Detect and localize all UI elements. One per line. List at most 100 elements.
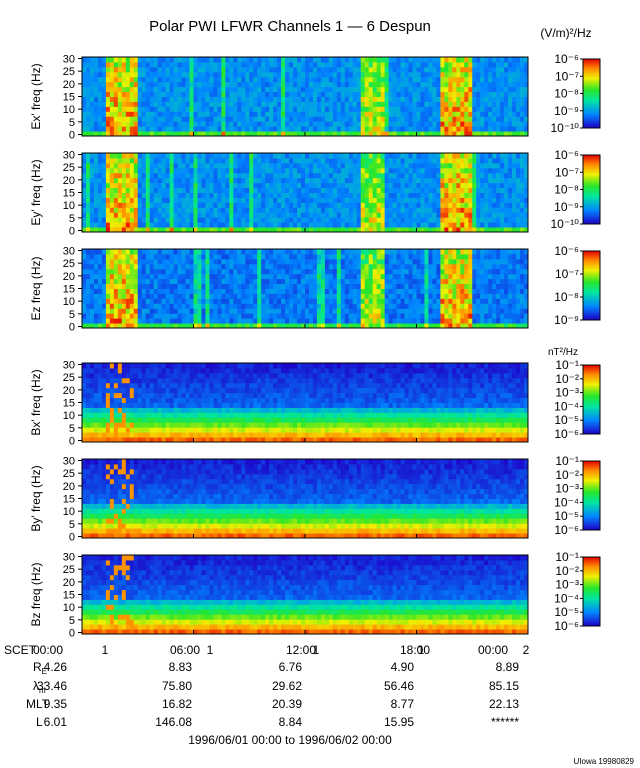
- colorbar: [582, 58, 601, 129]
- heatmap-cell: [277, 258, 282, 265]
- heatmap-cell: [97, 313, 103, 319]
- heatmap-cell: [392, 187, 398, 193]
- heatmap-cell: [352, 162, 358, 169]
- heatmap-cell: [273, 111, 278, 117]
- heatmap-cell: [289, 212, 294, 218]
- heatmap-cell: [404, 192, 410, 198]
- y-tick-label: 15: [63, 188, 75, 200]
- heatmap-cell: [520, 61, 525, 68]
- heatmap-cell: [133, 61, 139, 68]
- heatmap-cell: [201, 106, 206, 112]
- heatmap-cell: [209, 258, 214, 265]
- heatmap-cell: [380, 57, 386, 63]
- heatmap-cell: [161, 121, 167, 127]
- heatmap-cell: [281, 288, 286, 294]
- heatmap-cell: [476, 217, 481, 223]
- heatmap-cell: [261, 71, 266, 78]
- heatmap-cell: [149, 197, 155, 203]
- heatmap-cell: [185, 298, 191, 304]
- heatmap-cell: [392, 157, 398, 164]
- heatmap-cell: [404, 222, 410, 228]
- heatmap-cell: [472, 96, 477, 102]
- heatmap-cell: [153, 116, 159, 122]
- heatmap-cell: [400, 187, 406, 193]
- heatmap-cell: [416, 111, 421, 117]
- heatmap-cell: [324, 126, 330, 132]
- heatmap-cell: [500, 111, 505, 117]
- heatmap-cell: [245, 96, 250, 102]
- heatmap-cell: [332, 106, 338, 112]
- heatmap-cell: [161, 253, 167, 260]
- heatmap-cell: [105, 298, 111, 304]
- heatmap-cell: [324, 278, 330, 285]
- heatmap-cell: [332, 86, 338, 93]
- heatmap-cell: [97, 202, 103, 208]
- heatmap-cell: [173, 222, 179, 228]
- heatmap-cell: [496, 192, 501, 198]
- heatmap-cell: [281, 313, 286, 319]
- heatmap-cell: [464, 167, 469, 174]
- heatmap-cell: [460, 177, 465, 184]
- heatmap-cell: [82, 116, 87, 122]
- heatmap-cell: [105, 126, 111, 132]
- heatmap-cell: [308, 167, 314, 174]
- heatmap-cell: [364, 222, 370, 228]
- heatmap-cell: [308, 57, 314, 63]
- heatmap-cell: [316, 131, 322, 137]
- heatmap-cell: [428, 182, 433, 189]
- heatmap-cell: [137, 227, 143, 233]
- heatmap-cell: [460, 96, 465, 102]
- heatmap-cell: [444, 101, 449, 107]
- heatmap-cell: [285, 106, 290, 112]
- heatmap-cell: [165, 66, 171, 73]
- heatmap-cell: [181, 187, 187, 193]
- heatmap-cell: [249, 227, 254, 233]
- heatmap-cell: [289, 288, 294, 294]
- heatmap-cell: [181, 167, 187, 174]
- heatmap-cell: [312, 187, 318, 193]
- heatmap-cell: [468, 207, 473, 213]
- heatmap-cell: [420, 153, 425, 159]
- heatmap-cell: [289, 131, 294, 137]
- heatmap-cell: [336, 131, 342, 137]
- heatmap-cell: [480, 177, 485, 184]
- heatmap-cell: [524, 126, 529, 132]
- heatmap-cell: [185, 76, 191, 83]
- heatmap-cell: [161, 111, 167, 117]
- heatmap-cell: [133, 303, 139, 309]
- heatmap-cell: [201, 153, 206, 159]
- heatmap-cell: [161, 298, 167, 304]
- heatmap-cell: [205, 202, 210, 208]
- heatmap-cell: [332, 303, 338, 309]
- heatmap-cell: [312, 131, 318, 137]
- heatmap-cell: [229, 61, 234, 68]
- heatmap-cell: [316, 313, 322, 319]
- heatmap-cell: [356, 162, 362, 169]
- heatmap-cell: [352, 182, 358, 189]
- heatmap-cell: [360, 81, 366, 88]
- heatmap-cell: [376, 126, 382, 132]
- heatmap-cell: [456, 207, 461, 213]
- heatmap-cell: [269, 91, 274, 97]
- heatmap-cell: [444, 172, 449, 179]
- heatmap-cell: [297, 66, 302, 73]
- heatmap-cell: [129, 273, 135, 280]
- heatmap-cell: [253, 66, 258, 73]
- heatmap-cell: [392, 249, 398, 255]
- heatmap-cell: [344, 71, 350, 78]
- heatmap-cell: [305, 167, 310, 174]
- heatmap-cell: [173, 177, 179, 184]
- heatmap-cell: [444, 177, 449, 184]
- heatmap-cell: [165, 91, 171, 97]
- heatmap-cell: [265, 253, 270, 260]
- heatmap-cell: [121, 81, 127, 88]
- heatmap-cell: [420, 96, 425, 102]
- heatmap-cell: [101, 71, 107, 78]
- heatmap-cell: [348, 192, 354, 198]
- heatmap-cell: [472, 106, 477, 112]
- heatmap-cell: [308, 96, 314, 102]
- heatmap-cell: [189, 57, 194, 63]
- heatmap-cell: [492, 172, 497, 179]
- heatmap-cell: [301, 61, 306, 68]
- heatmap-cell: [245, 116, 250, 122]
